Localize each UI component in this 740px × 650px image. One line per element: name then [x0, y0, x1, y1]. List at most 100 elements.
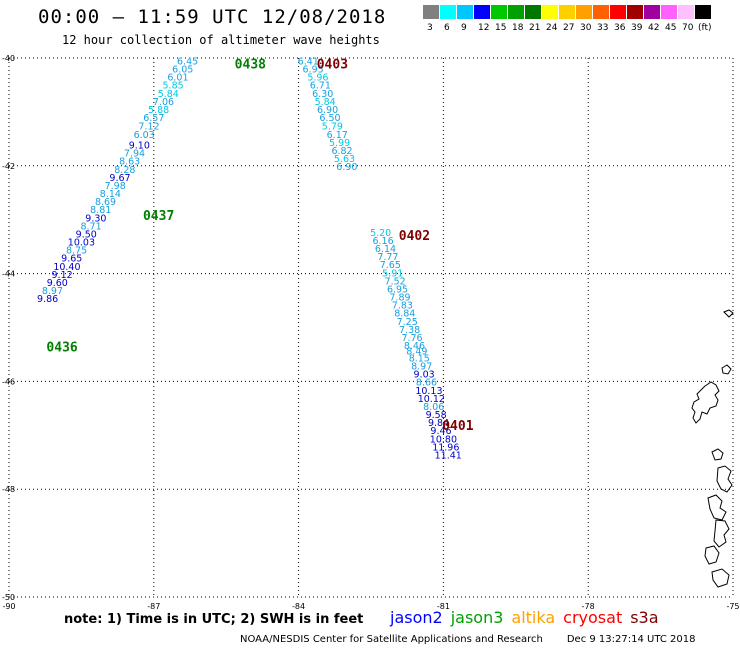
colorbar-swatch	[644, 5, 660, 19]
lon-tick-label: -78	[582, 602, 595, 611]
colorbar-label: 18	[512, 23, 524, 33]
colorbar-label: 33	[597, 23, 609, 33]
wave-height-label: 6.95	[303, 65, 324, 76]
wave-height-label: 6.30	[312, 89, 333, 100]
legend-altika: altika	[511, 608, 556, 627]
wave-height-label: 7.83	[392, 301, 413, 312]
colorbar-unit: (ft)	[698, 23, 712, 33]
wave-height-label: 5.79	[322, 122, 343, 133]
wave-height-label: 8.81	[90, 205, 111, 216]
wave-height-label: 7.65	[380, 260, 401, 271]
wave-height-label: 6.57	[143, 113, 164, 124]
colorbar-swatch	[457, 5, 473, 19]
wave-height-label: 8.15	[409, 353, 430, 364]
wave-height-label: 7.12	[138, 122, 159, 133]
wave-height-label: 8.66	[416, 378, 437, 389]
colorbar-swatch	[542, 5, 558, 19]
wave-height-label: 8.69	[95, 197, 116, 208]
colorbar-label: 36	[614, 23, 626, 33]
colorbar-swatch	[423, 5, 439, 19]
wave-height-label: 9.84	[428, 418, 449, 429]
coastline	[691, 309, 734, 588]
wave-height-label: 6.16	[372, 236, 393, 247]
coastline-segment	[711, 568, 730, 588]
coastline-segment	[723, 309, 734, 318]
wave-height-label: 8.71	[80, 221, 101, 232]
wave-height-label: 7.38	[399, 325, 420, 336]
pass-time-label: 0402	[399, 229, 430, 244]
colorbar-swatch	[576, 5, 592, 19]
colorbar-label: 6	[444, 23, 450, 33]
wave-height-label: 6.05	[172, 65, 193, 76]
pass-time-label: 0437	[143, 209, 174, 224]
colorbar-swatch	[593, 5, 609, 19]
wave-height-label: 6.71	[310, 81, 331, 92]
lon-tick-label: -75	[726, 602, 739, 611]
coastline-segment	[716, 465, 733, 493]
colorbar-label: 3	[427, 23, 433, 33]
legend-jason3: jason3	[450, 608, 504, 627]
lon-tick-label: -84	[292, 602, 305, 611]
colorbar-label: 24	[546, 23, 558, 33]
wave-height-label: 6.82	[331, 146, 352, 157]
colorbar-swatch	[525, 5, 541, 19]
wave-height-label: 10.12	[418, 394, 445, 405]
track-cryosat: 6.416.955.966.716.305.846.906.505.796.17…	[298, 56, 474, 461]
lat-tick-label: -40	[2, 54, 15, 63]
wave-height-label: 5.96	[307, 73, 328, 84]
wave-height-label: 8.28	[114, 165, 135, 176]
wave-height-label: 6.01	[167, 73, 188, 84]
colorbar-swatch	[678, 5, 694, 19]
colorbar-swatch	[440, 5, 456, 19]
pass-time-label: 0436	[46, 340, 77, 355]
wave-height-label: 7.25	[397, 317, 418, 328]
wave-height-label: 8.14	[100, 189, 121, 200]
legend-cryosat: cryosat	[563, 608, 623, 627]
colorbar-label: 70	[682, 23, 694, 33]
coastline-segment	[707, 494, 727, 521]
wave-height-label: 6.95	[387, 284, 408, 295]
lon-tick-label: -90	[2, 602, 15, 611]
wave-height-label: 6.90	[317, 105, 338, 116]
pass-time-label: 0438	[235, 57, 266, 72]
wave-height-label: 5.99	[329, 138, 350, 149]
wave-height-label: 6.14	[375, 244, 396, 255]
wave-height-label: 6.41	[298, 56, 319, 67]
wave-height-label: 9.50	[76, 229, 97, 240]
wave-height-label: 8.46	[404, 341, 425, 352]
wave-height-label: 5.88	[148, 105, 169, 116]
wave-height-label: 7.89	[389, 293, 410, 304]
colorbar-swatch	[627, 5, 643, 19]
wave-height-label: 8.84	[394, 309, 415, 320]
wave-height-label: 9.60	[47, 278, 68, 289]
wave-height-label: 5.85	[163, 81, 184, 92]
wave-height-label: 5.20	[370, 228, 391, 239]
satellite-legend: jason2 jason3 altika cryosat s3a	[390, 608, 667, 627]
lat-tick-label: -44	[2, 270, 15, 279]
colorbar-label: 27	[563, 23, 575, 33]
pass-time-label: 0403	[317, 57, 348, 72]
colorbar-label: 21	[529, 23, 541, 33]
colorbar-label: 9	[461, 23, 467, 33]
colorbar-swatch	[661, 5, 677, 19]
wave-height-label: 9.12	[52, 270, 73, 281]
wave-height-label: 9.03	[414, 370, 435, 381]
wave-height-label: 8.63	[119, 157, 140, 168]
wave-height-label: 8.49	[406, 346, 427, 357]
colorbar-swatch	[695, 5, 711, 19]
map-title: 00:00 – 11:59 UTC 12/08/2018	[38, 6, 387, 28]
legend-s3a: s3a	[630, 608, 659, 627]
coastline-segment	[721, 364, 732, 375]
coastline-segment	[704, 545, 720, 565]
lon-tick-label: -81	[437, 602, 450, 611]
track-jason3: 6.456.056.015.855.847.065.886.577.126.03…	[37, 56, 266, 355]
wave-height-label: 8.06	[423, 402, 444, 413]
colorbar-label: 42	[648, 23, 660, 33]
wave-height-label: 9.10	[129, 141, 150, 152]
colorbar-swatch	[559, 5, 575, 19]
wave-height-label: 10.03	[68, 238, 95, 249]
units-note: note: 1) Time is in UTC; 2) SWH is in fe…	[64, 612, 364, 627]
colorbar-swatch	[474, 5, 490, 19]
footer: NOAA/NESDIS Center for Satellite Applica…	[240, 634, 695, 645]
